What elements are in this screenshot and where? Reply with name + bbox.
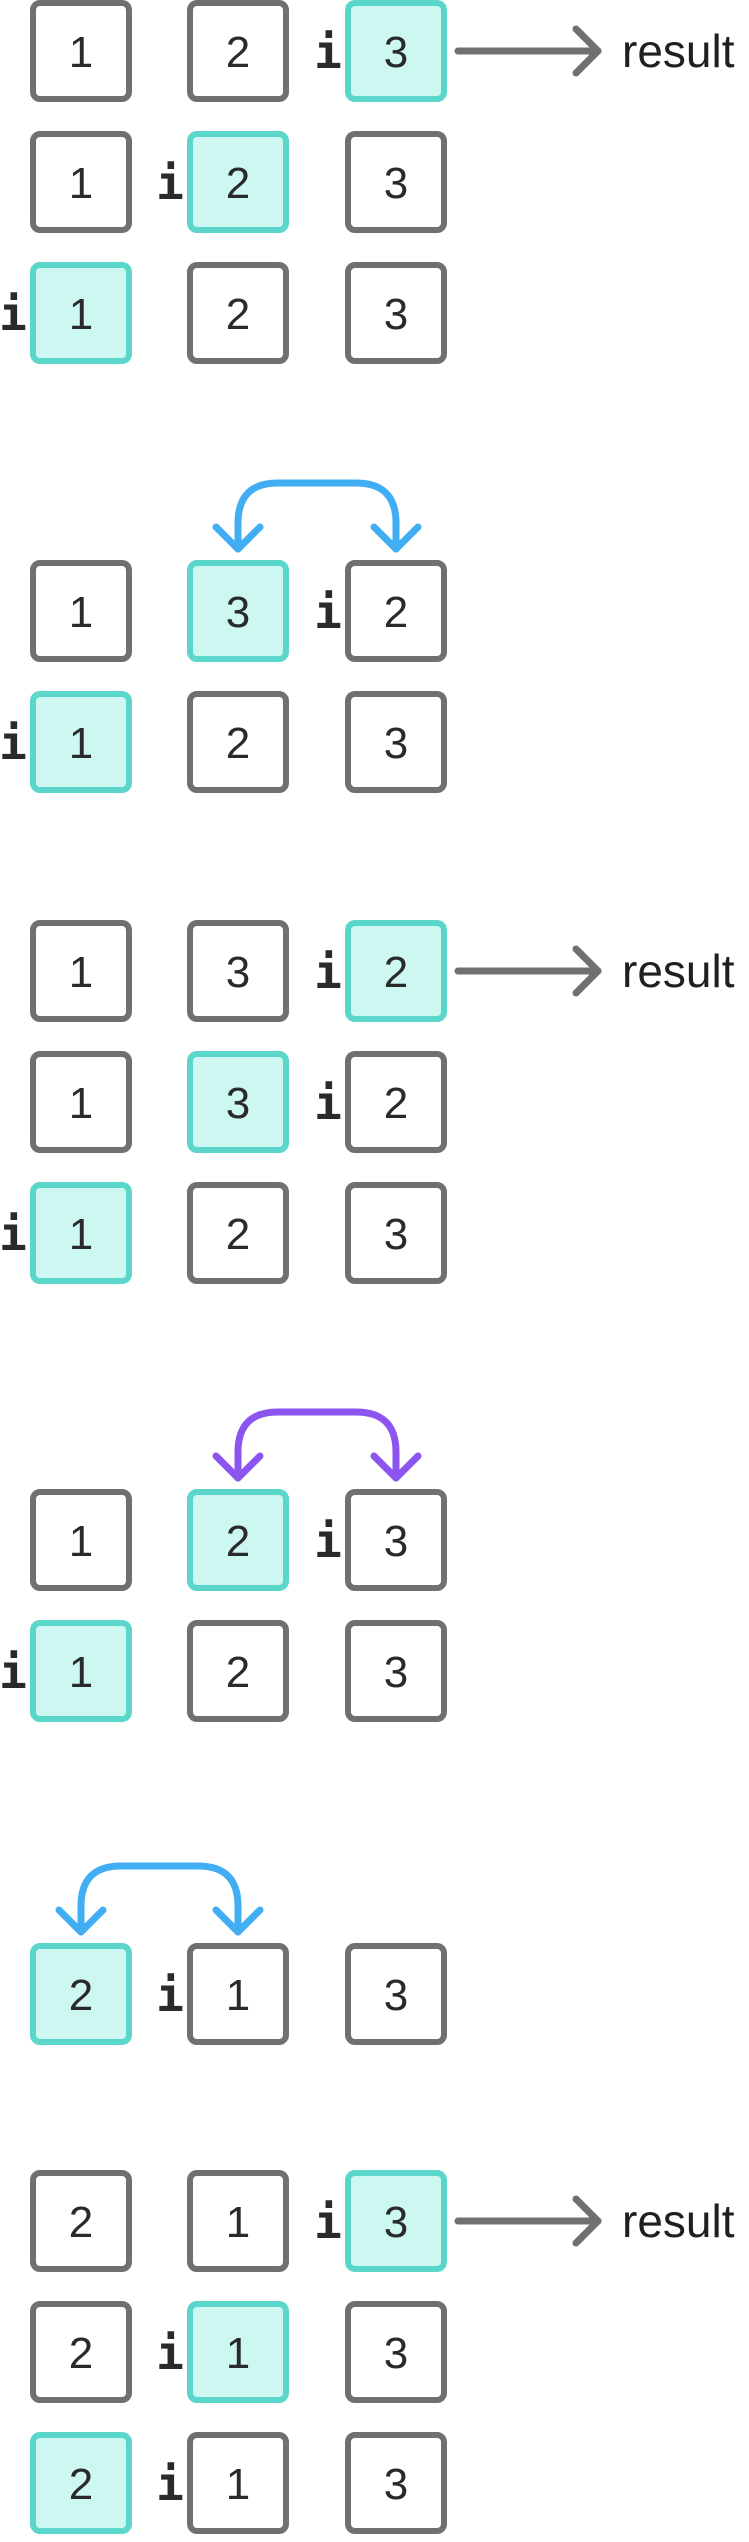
array-row: 1 2 3 i — [0, 1185, 444, 1281]
array-row: 1 3 2i — [33, 1054, 444, 1150]
swap-arrow-purple — [216, 1412, 418, 1478]
cell-value: 2 — [69, 2460, 93, 2509]
cell-value: 1 — [69, 290, 93, 339]
cell-value: 2 — [384, 1079, 408, 1128]
cell-value: 1 — [69, 1210, 93, 1259]
result-label: result — [622, 25, 735, 77]
array-row: 1 2 3 i — [0, 694, 444, 790]
cell-value: 3 — [384, 2198, 408, 2247]
cell-value: 2 — [226, 290, 250, 339]
cell-value: 2 — [226, 1517, 250, 1566]
pointer-label: i — [0, 1645, 27, 1699]
swap-arrow-blue — [216, 483, 418, 549]
pointer-label: i — [156, 2457, 184, 2511]
cell-value: 2 — [226, 719, 250, 768]
array-row: 1 2 3 i — [33, 134, 444, 230]
cell-value: 2 — [69, 2198, 93, 2247]
pointer-label: i — [314, 2195, 342, 2249]
array-row: 1 2 3i result — [33, 3, 735, 99]
cell-value: 1 — [69, 159, 93, 208]
cell-value: 2 — [384, 588, 408, 637]
cell-value: 1 — [69, 1079, 93, 1128]
cell-value: 1 — [69, 1648, 93, 1697]
cell-value: 1 — [226, 2460, 250, 2509]
array-row: 1 2 3 i — [0, 265, 444, 361]
cell-value: 2 — [226, 28, 250, 77]
step-section: 2 1 3 i — [33, 1866, 444, 2042]
array-row: 1 3 2i result — [33, 923, 735, 1019]
step-section: 1 3 2i1 2 3i — [0, 483, 444, 790]
array-row: 1 2 3 i — [0, 1623, 444, 1719]
cell-value: 1 — [69, 719, 93, 768]
cell-value: 3 — [384, 1210, 408, 1259]
cell-value: 1 — [69, 588, 93, 637]
array-row: 2 1 3 i — [33, 2435, 444, 2531]
cell-value: 3 — [384, 290, 408, 339]
result-label: result — [622, 2195, 735, 2247]
cell-value: 2 — [69, 2329, 93, 2378]
swap-arrow-blue — [59, 1866, 260, 1932]
step-section: 1 3 2i result1 3 2i1 2 3i — [0, 923, 735, 1281]
cell-value: 1 — [226, 2198, 250, 2247]
pointer-label: i — [0, 1207, 27, 1261]
pointer-label: i — [156, 1968, 184, 2022]
step-section: 1 2 3i1 2 3i — [0, 1412, 444, 1719]
cell-value: 1 — [226, 1971, 250, 2020]
cell-value: 3 — [384, 28, 408, 77]
pointer-label: i — [314, 585, 342, 639]
array-row: 2 1 3 i — [33, 2304, 444, 2400]
cell-value: 3 — [384, 159, 408, 208]
cell-value: 3 — [384, 719, 408, 768]
pointer-label: i — [0, 716, 27, 770]
pointer-label: i — [314, 945, 342, 999]
result-label: result — [622, 945, 735, 997]
cell-value: 3 — [226, 948, 250, 997]
cell-value: 1 — [69, 948, 93, 997]
array-row: 1 2 3i — [33, 1492, 444, 1588]
pointer-label: i — [314, 25, 342, 79]
cell-value: 2 — [226, 1648, 250, 1697]
array-row: 2 1 3 i — [33, 1946, 444, 2042]
cell-value: 3 — [384, 2460, 408, 2509]
cell-value: 1 — [69, 1517, 93, 1566]
cell-value: 1 — [69, 28, 93, 77]
pointer-label: i — [156, 2326, 184, 2380]
pointer-label: i — [0, 287, 27, 341]
pointer-label: i — [314, 1514, 342, 1568]
cell-value: 2 — [226, 159, 250, 208]
cell-value: 3 — [384, 1648, 408, 1697]
cell-value: 3 — [384, 2329, 408, 2378]
cell-value: 3 — [226, 588, 250, 637]
cell-value: 3 — [384, 1517, 408, 1566]
pointer-label: i — [156, 156, 184, 210]
array-row: 1 3 2i — [33, 563, 444, 659]
array-row: 2 1 3i result — [33, 2173, 735, 2269]
result-arrow — [458, 949, 598, 993]
cell-value: 3 — [226, 1079, 250, 1128]
cell-value: 1 — [226, 2329, 250, 2378]
cell-value: 2 — [226, 1210, 250, 1259]
cell-value: 3 — [384, 1971, 408, 2020]
pointer-label: i — [314, 1076, 342, 1130]
cell-value: 2 — [69, 1971, 93, 2020]
cell-value: 2 — [384, 948, 408, 997]
step-section: 1 2 3i result1 2 3i1 2 3i — [0, 3, 735, 361]
result-arrow — [458, 2199, 598, 2243]
result-arrow — [458, 29, 598, 73]
